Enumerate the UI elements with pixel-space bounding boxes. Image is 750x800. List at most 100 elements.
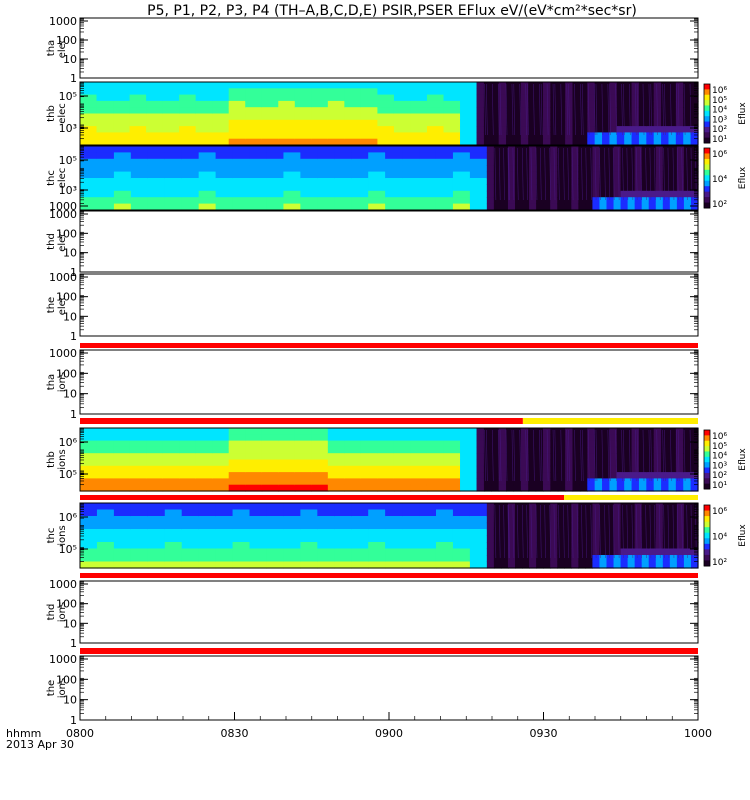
- heatmap-cell: [690, 132, 699, 140]
- heatmap-streak: [526, 147, 528, 201]
- y-tick-label: 1000: [49, 653, 77, 666]
- heatmap-cell: [215, 152, 234, 160]
- heatmap-cell: [294, 126, 312, 133]
- heatmap-cell: [646, 138, 655, 146]
- heatmap-cell: [641, 548, 650, 556]
- heatmap-cell: [486, 190, 495, 198]
- heatmap-cell: [212, 472, 230, 479]
- heatmap-cell: [500, 516, 509, 524]
- heatmap-cell: [571, 542, 579, 550]
- heatmap-cell: [360, 440, 379, 448]
- heatmap-cell: [402, 184, 420, 192]
- heatmap-cell: [592, 158, 601, 166]
- heatmap-cell: [683, 94, 692, 102]
- heatmap-cell: [609, 88, 618, 96]
- heatmap-streak: [527, 83, 529, 136]
- panel-frame: [79, 210, 699, 273]
- heatmap-cell: [522, 548, 530, 556]
- heatmap-cell: [261, 453, 279, 461]
- heatmap-cell: [368, 146, 386, 153]
- heatmap-cell: [483, 440, 492, 448]
- heatmap-cell: [627, 171, 636, 179]
- heatmap-cell: [668, 428, 677, 435]
- heatmap-cell: [653, 434, 662, 442]
- heatmap-cell: [606, 203, 615, 211]
- colorbar-segment: [704, 483, 710, 490]
- heatmap-cell: [609, 484, 618, 492]
- heatmap-cell: [616, 459, 625, 467]
- heatmap-streak: [498, 147, 501, 201]
- heatmap-cell: [300, 184, 318, 192]
- heatmap-cell: [96, 509, 115, 517]
- heatmap-streak: [576, 504, 579, 559]
- heatmap-cell: [690, 94, 699, 102]
- heatmap-cell: [585, 171, 594, 179]
- heatmap-cell: [638, 459, 647, 467]
- heatmap-cell: [476, 107, 485, 115]
- panel-species-label: ions: [57, 525, 68, 545]
- heatmap-cell: [493, 529, 502, 537]
- panel-frame: [79, 580, 699, 644]
- heatmap-cell: [410, 132, 428, 140]
- heatmap-cell: [579, 82, 588, 89]
- heatmap-streak: [563, 504, 565, 559]
- heatmap-cell: [311, 465, 329, 473]
- heatmap-cell: [278, 453, 296, 461]
- heatmap-cell: [179, 434, 197, 442]
- heatmap-streak: [558, 147, 560, 201]
- heatmap-cell: [164, 171, 183, 179]
- heatmap-cell: [543, 529, 551, 537]
- heatmap-cell: [232, 561, 251, 569]
- heatmap-cell: [550, 529, 558, 537]
- heatmap-cell: [683, 126, 692, 133]
- heatmap-cell: [426, 478, 445, 486]
- heatmap-cell: [164, 184, 183, 192]
- heatmap-cell: [543, 561, 551, 569]
- heatmap-cell: [535, 459, 544, 467]
- heatmap-cell: [283, 190, 301, 198]
- heatmap-cell: [410, 478, 428, 486]
- heatmap-cell: [683, 529, 692, 537]
- heatmap-cell: [435, 509, 454, 517]
- heatmap-cell: [655, 535, 664, 543]
- heatmap-cell: [317, 171, 335, 179]
- heatmap-cell: [571, 529, 579, 537]
- heatmap-cell: [179, 107, 197, 115]
- heatmap-cell: [550, 478, 559, 486]
- heatmap-cell: [634, 542, 643, 550]
- colorbar-tick-label: 10³: [712, 115, 727, 125]
- heatmap-cell: [232, 146, 251, 153]
- heatmap-cell: [80, 138, 98, 146]
- heatmap-cell: [606, 516, 615, 524]
- heatmap-cell: [613, 542, 622, 550]
- heatmap-cell: [385, 146, 403, 153]
- heatmap-cell: [609, 100, 618, 108]
- heatmap-cell: [602, 138, 611, 146]
- heatmap-cell: [443, 100, 461, 108]
- heatmap-cell: [627, 542, 636, 550]
- heatmap-cell: [147, 516, 166, 524]
- heatmap-cell: [624, 453, 633, 461]
- heatmap-cell: [283, 203, 301, 211]
- heatmap-streak: [585, 504, 588, 559]
- heatmap-cell: [278, 132, 296, 140]
- heatmap-cell: [564, 146, 572, 153]
- heatmap-cell: [587, 465, 596, 473]
- heatmap-cell: [469, 165, 488, 173]
- heatmap-cell: [624, 484, 633, 492]
- heatmap-cell: [675, 82, 684, 89]
- heatmap-cell: [96, 478, 114, 486]
- heatmap-cell: [572, 100, 581, 108]
- heatmap-cell: [443, 434, 461, 442]
- heatmap-cell: [80, 428, 98, 435]
- heatmap-cell: [620, 561, 629, 569]
- heatmap-cell: [334, 197, 352, 205]
- heatmap-cell: [228, 446, 246, 454]
- heatmap-cell: [294, 484, 312, 492]
- heatmap-cell: [565, 484, 574, 492]
- heatmap-cell: [327, 82, 345, 89]
- heatmap-cell: [232, 171, 251, 179]
- heatmap-cell: [690, 548, 699, 556]
- heatmap-cell: [113, 184, 132, 192]
- heatmap-cell: [646, 88, 655, 96]
